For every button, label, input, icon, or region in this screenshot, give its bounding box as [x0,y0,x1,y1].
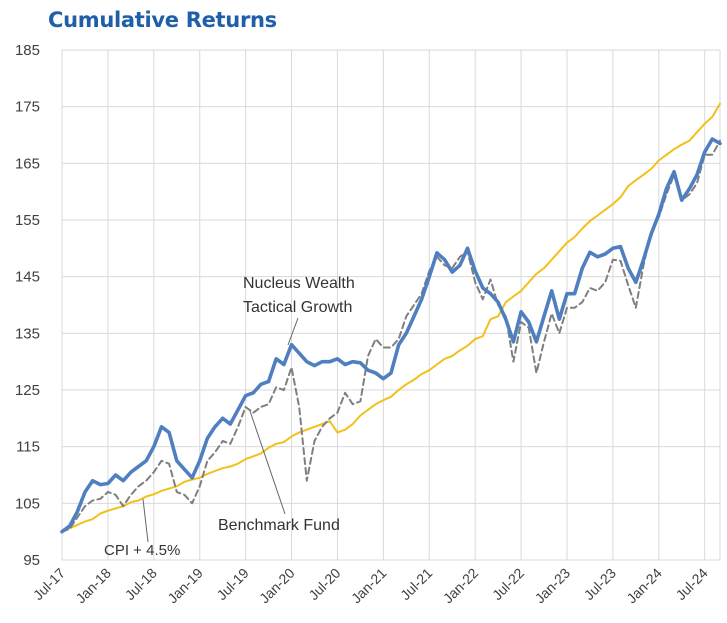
y-tick-label: 125 [15,382,40,399]
benchmark-fund-line [61,139,721,533]
benchmark-leader-line [249,410,286,515]
x-tick-label: Jul-18 [122,565,160,603]
y-tick-label: 95 [23,552,40,569]
cpi-line [61,102,721,533]
gridlines [61,49,721,561]
nucleus-wealth-line [60,137,722,534]
nucleus-label-line1: Nucleus Wealth [243,275,355,292]
y-tick-label: 145 [15,269,40,286]
x-tick-label: Jul-19 [213,565,251,603]
benchmark-label: Benchmark Fund [218,517,340,534]
series-lines [60,102,722,534]
x-tick-label: Jul-20 [305,565,343,603]
chart-title: Cumulative Returns [48,8,277,32]
x-tick-label: Jan-24 [623,565,665,607]
y-tick-label: 135 [15,325,40,342]
cpi-leader-line [142,498,149,543]
y-tick-label: 155 [15,212,40,229]
y-axis-ticks: 95 105 115 125 135 145 155 165 175 185 [15,42,40,569]
x-tick-label: Jul-22 [489,565,527,603]
x-tick-label: Jan-19 [164,565,206,607]
y-tick-label: 175 [15,99,40,116]
cpi-label: CPI + 4.5% [104,542,180,559]
x-tick-label: Jan-22 [440,565,482,607]
x-axis-ticks: Jul-17 Jan-18 Jul-18 Jan-19 Jul-19 Jan-20 Jul-… [30,565,711,607]
nucleus-leader-line [287,317,299,346]
y-tick-label: 185 [15,42,40,59]
y-tick-label: 115 [16,439,40,456]
y-tick-label: 105 [15,495,40,512]
y-tick-label: 165 [15,155,40,172]
x-tick-label: Jul-24 [673,565,711,603]
x-tick-label: Jan-21 [348,565,390,607]
nucleus-label-line2: Tactical Growth [243,299,352,316]
x-tick-label: Jul-23 [581,565,619,603]
annotations: Nucleus Wealth Tactical Growth Benchmark F… [104,275,355,559]
x-tick-label: Jan-18 [72,565,114,607]
x-tick-label: Jan-20 [256,565,298,607]
x-tick-label: Jul-17 [30,565,68,603]
x-tick-label: Jan-23 [532,565,574,607]
x-tick-label: Jul-21 [397,565,435,603]
